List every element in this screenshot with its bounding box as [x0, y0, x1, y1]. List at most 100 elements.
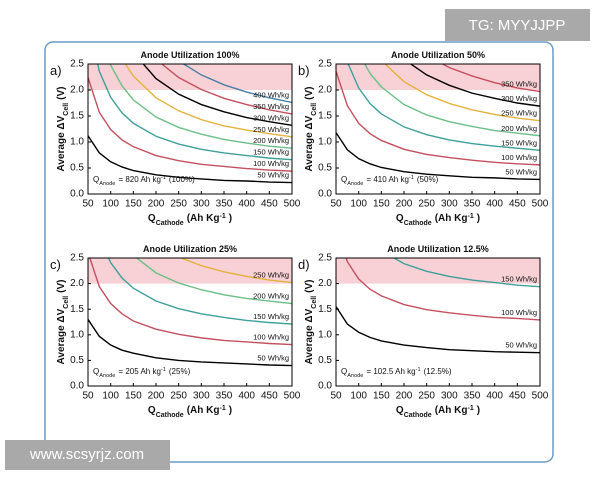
y-tick-label: 1.5 — [318, 111, 332, 122]
curve-label: 150 Wh/kg — [501, 275, 537, 284]
shaded-band — [88, 258, 292, 284]
curve-label: 100 Wh/kg — [501, 153, 537, 162]
x-tick-label: 200 — [148, 391, 165, 402]
x-axis-label-part: Cathode — [404, 412, 432, 419]
annotation: QAnode = 102.5 Ah kg-1 (12.5%) — [341, 367, 452, 379]
plot-frame — [87, 63, 293, 195]
annotation-part: Anode — [99, 373, 115, 379]
y-tick-label: 0.0 — [318, 381, 332, 392]
curve — [441, 64, 540, 93]
chart-title: Anode Utilization 25% — [143, 244, 237, 254]
y-axis-label-part: Average ΔV — [304, 308, 315, 364]
y-tick-label: 0.0 — [70, 189, 84, 200]
curve-label: 100 Wh/kg — [253, 333, 289, 342]
watermark: www.scsyrjz.com — [29, 446, 144, 463]
x-tick-label: 150 — [373, 199, 390, 210]
curve — [88, 135, 292, 184]
watermark-box — [445, 9, 590, 41]
curve-label: 150 Wh/kg — [501, 138, 537, 147]
x-tick-label: 50 — [82, 391, 94, 402]
x-tick-label: 350 — [464, 391, 481, 402]
curve — [336, 306, 540, 354]
annotation-part: -1 — [161, 175, 166, 181]
annotation-part: (25%) — [169, 367, 191, 376]
curve — [88, 77, 292, 172]
curve — [364, 64, 540, 137]
y-tick-label: 2.5 — [70, 253, 84, 264]
curve — [409, 64, 540, 107]
y-tick-label: 2.0 — [318, 85, 332, 96]
curve — [182, 64, 292, 104]
x-tick-label: 500 — [284, 199, 301, 210]
y-tick-label: 1.5 — [70, 304, 84, 315]
x-tick-label: 500 — [532, 199, 549, 210]
plot-frame — [335, 63, 541, 195]
y-tick-label: 0.5 — [70, 163, 84, 174]
annotation-part: (100%) — [169, 175, 195, 184]
x-tick-label: 50 — [330, 391, 342, 402]
annotation: QAnode = 410 Ah kg-1 (50%) — [341, 175, 439, 187]
y-tick-label: 0.5 — [70, 355, 84, 366]
curve — [89, 258, 292, 346]
annotation-part: -1 — [416, 367, 421, 373]
y-axis-label-part: Cell — [311, 296, 318, 309]
x-tick-label: 150 — [125, 199, 142, 210]
x-axis-label-part: Cathode — [156, 220, 184, 227]
panel-label: c) — [50, 257, 61, 272]
x-axis-label-part: (Ah Kg — [187, 213, 220, 224]
x-tick-label: 100 — [350, 199, 367, 210]
y-axis-label-part: Cell — [63, 103, 70, 116]
x-tick-label: 250 — [418, 199, 435, 210]
x-axis-label-part: Q — [396, 213, 404, 224]
x-tick-label: 250 — [418, 391, 435, 402]
y-axis-label: Average ΔVCell (V) — [56, 87, 70, 172]
annotation-part: Q — [93, 367, 99, 376]
x-axis-label-part: Q — [396, 405, 404, 416]
x-tick-label: 100 — [350, 391, 367, 402]
x-tick-label: 250 — [170, 199, 187, 210]
curve-label: 250 Wh/kg — [501, 109, 537, 118]
panel-label: a) — [50, 63, 62, 78]
curve — [384, 64, 540, 122]
x-axis-label-part: Q — [148, 213, 156, 224]
x-axis-label-part: (Ah Kg — [435, 405, 468, 416]
curve-label: 300 Wh/kg — [501, 94, 537, 103]
x-axis-label-part: ) — [229, 405, 232, 416]
x-tick-label: 200 — [396, 391, 413, 402]
annotation-part: Q — [341, 367, 347, 376]
annotation-part: = 820 Ah kg — [118, 175, 160, 184]
annotation-part: -1 — [161, 367, 166, 373]
curve-label: 50 Wh/kg — [257, 171, 289, 180]
y-tick-label: 2.0 — [70, 278, 84, 289]
curve-label: 200 Wh/kg — [253, 292, 289, 301]
y-tick-label: 1.0 — [318, 329, 332, 340]
x-tick-label: 300 — [441, 391, 458, 402]
watermark: TG: MYYJJPP — [469, 17, 566, 34]
x-tick-label: 100 — [102, 199, 119, 210]
x-axis-label-part: Cathode — [156, 412, 184, 419]
x-tick-label: 300 — [193, 391, 210, 402]
plot-frame — [87, 257, 293, 387]
x-tick-label: 450 — [509, 391, 526, 402]
x-axis-label-part: -1 — [219, 405, 225, 412]
x-tick-label: 350 — [216, 391, 233, 402]
y-axis-label-part: Average ΔV — [304, 115, 315, 171]
curve-label: 150 Wh/kg — [253, 312, 289, 321]
y-axis-label-part: (V) — [56, 87, 67, 100]
curve-label: 200 Wh/kg — [501, 124, 537, 133]
y-tick-label: 0.5 — [318, 163, 332, 174]
shaded-band — [336, 258, 540, 284]
watermark-box — [5, 440, 170, 470]
curve-label: 50 Wh/kg — [257, 354, 289, 363]
curve-label: 350 Wh/kg — [501, 80, 537, 89]
x-tick-label: 400 — [486, 199, 503, 210]
x-tick-label: 450 — [261, 391, 278, 402]
x-tick-label: 500 — [532, 391, 549, 402]
y-axis-label-part: (V) — [56, 280, 67, 293]
x-tick-label: 50 — [82, 199, 94, 210]
curve — [135, 258, 292, 305]
y-tick-label: 2.5 — [318, 253, 332, 264]
y-tick-label: 1.5 — [318, 304, 332, 315]
curve-label: 50 Wh/kg — [505, 341, 537, 350]
